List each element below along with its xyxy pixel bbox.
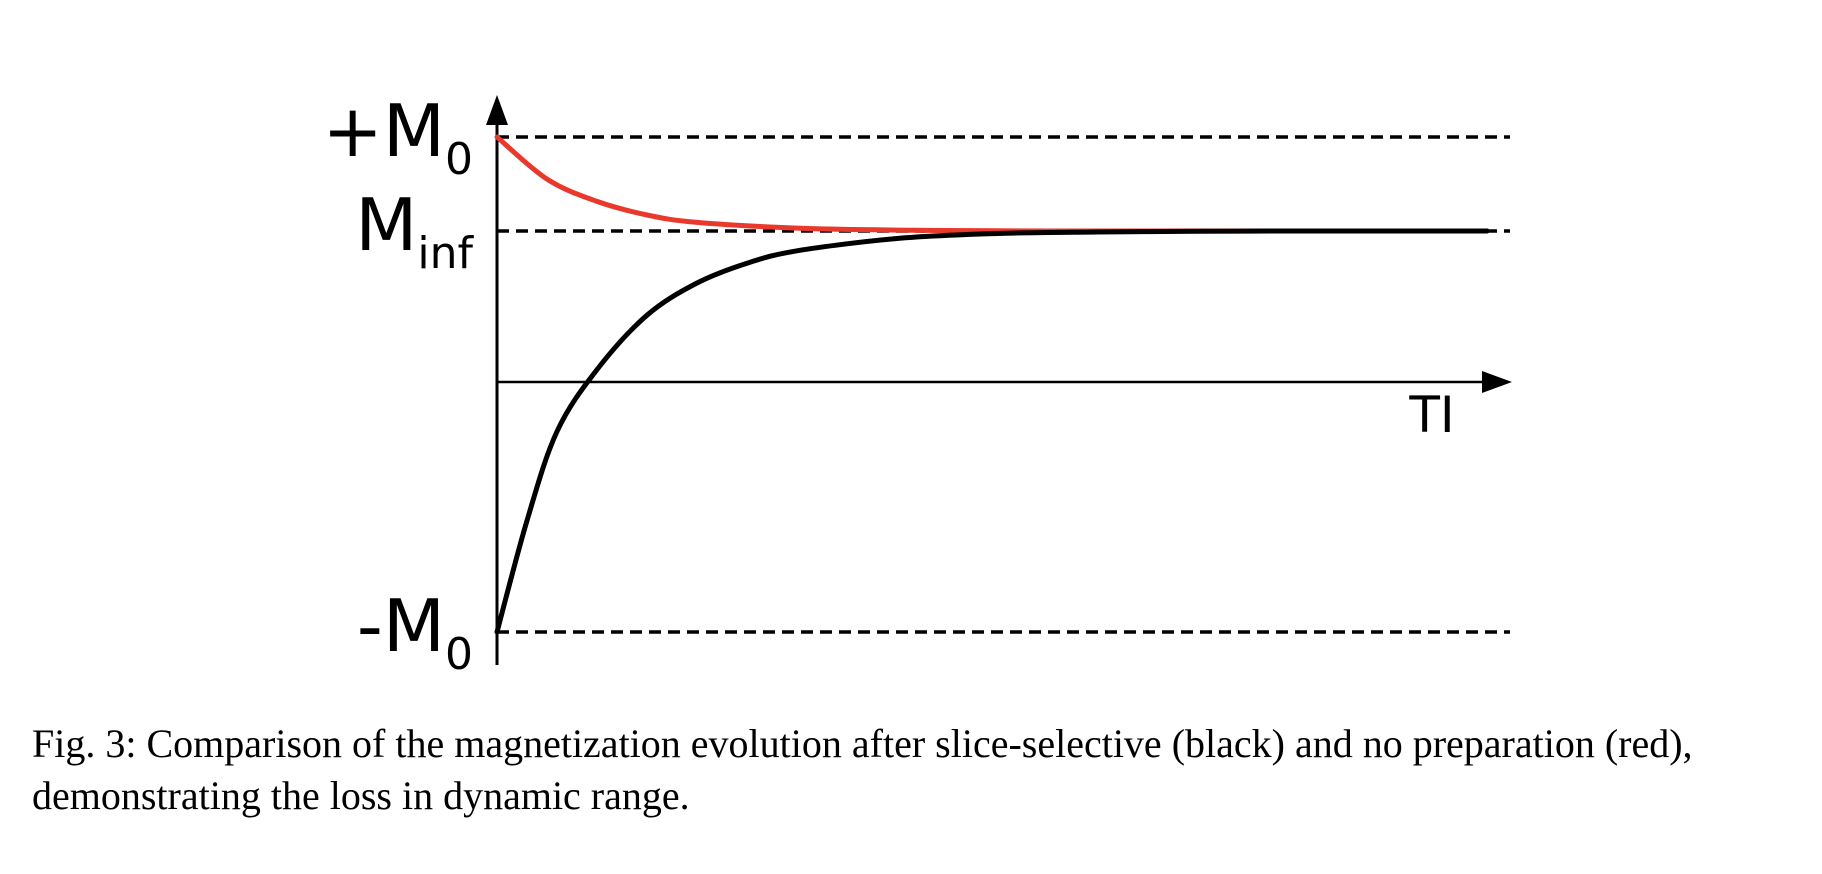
reference-label: -M0 bbox=[357, 584, 473, 680]
series-line-red bbox=[494, 134, 1490, 234]
reference-label-main: +M bbox=[323, 89, 445, 173]
reference-label: +M0 bbox=[323, 89, 473, 185]
x-axis-label: TI bbox=[1408, 386, 1454, 444]
reference-label-subscript: 0 bbox=[445, 629, 473, 680]
series-group bbox=[494, 134, 1490, 635]
reference-label-main: -M bbox=[357, 584, 445, 668]
figure-caption: Fig. 3: Comparison of the magnetization … bbox=[32, 721, 1693, 818]
reference-lines bbox=[497, 135, 1510, 634]
reference-label: Minf bbox=[355, 183, 474, 279]
x-axis-arrowhead bbox=[1482, 371, 1512, 393]
reference-label-subscript: inf bbox=[417, 228, 474, 279]
reference-label-subscript: 0 bbox=[445, 134, 473, 185]
reference-label-main: M bbox=[355, 183, 417, 267]
series-line-black bbox=[494, 228, 1490, 635]
y-axis-arrowhead bbox=[486, 95, 508, 125]
axes: TI bbox=[486, 95, 1512, 665]
